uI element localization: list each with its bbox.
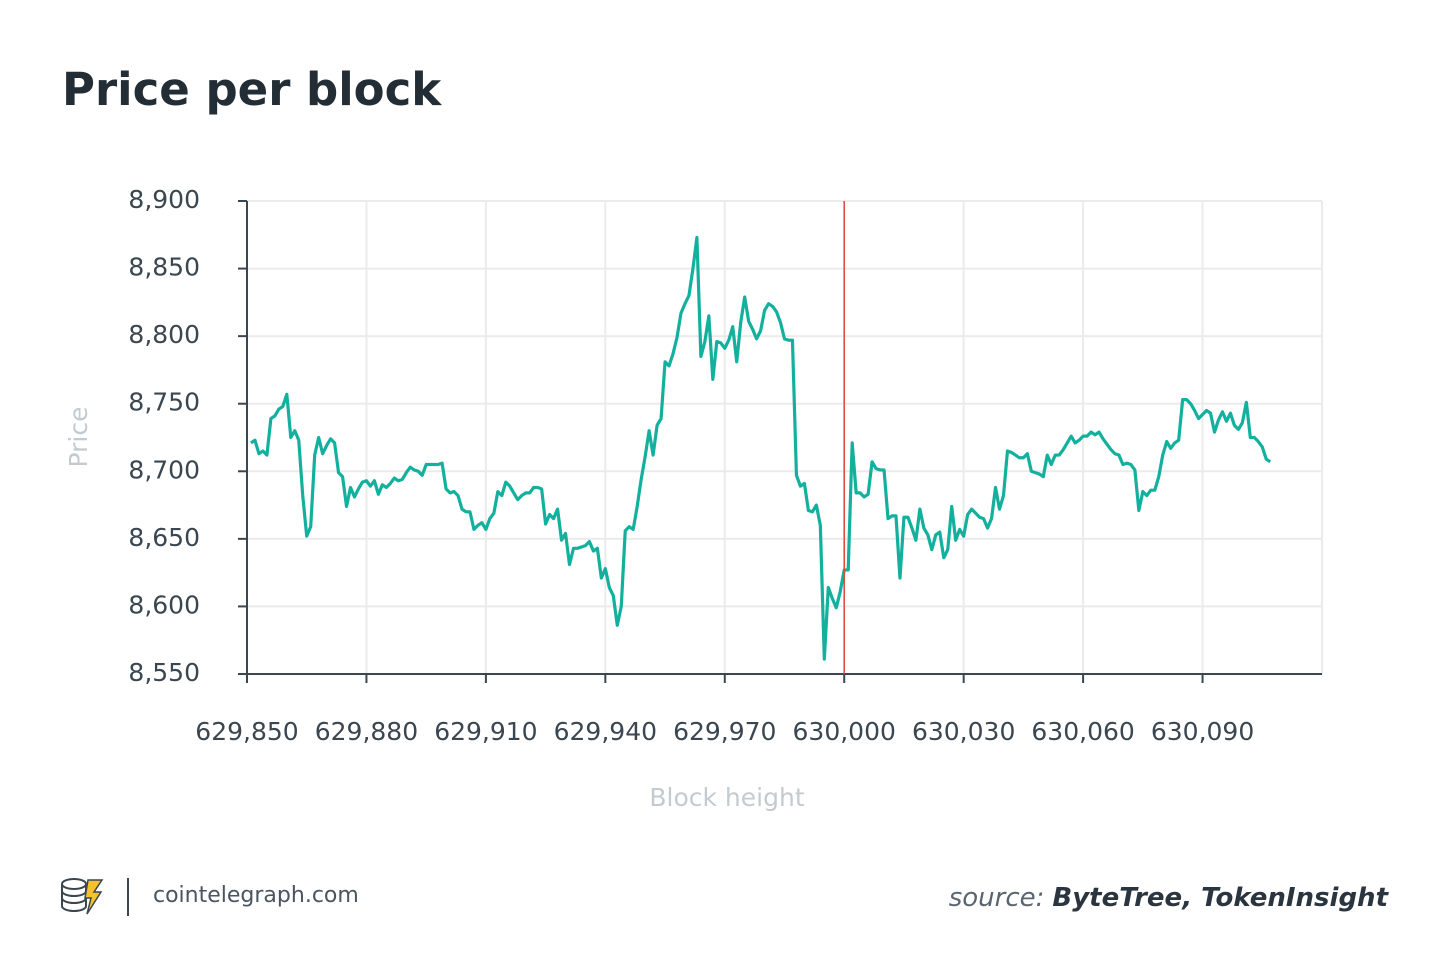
x-tick-label: 630,030	[912, 717, 1015, 746]
y-tick-label: 8,900	[128, 185, 200, 214]
x-tick-label: 630,000	[793, 717, 896, 746]
x-tick-label: 629,940	[554, 717, 657, 746]
y-tick-label: 8,850	[128, 253, 200, 282]
x-tick-label: 629,970	[673, 717, 776, 746]
x-tick-label: 629,850	[195, 717, 298, 746]
source: source: ByteTree, TokenInsight	[949, 883, 1390, 913]
y-axis-label: Price	[64, 407, 93, 468]
x-tick-label: 629,880	[315, 717, 418, 746]
x-tick-label: 629,910	[434, 717, 537, 746]
y-tick-label: 8,750	[128, 388, 200, 417]
x-axis-label: Block height	[649, 783, 804, 812]
y-tick-label: 8,650	[128, 523, 200, 552]
x-tick-label: 630,060	[1031, 717, 1134, 746]
source-label: source:	[949, 883, 1045, 913]
x-tick-label: 630,090	[1151, 717, 1254, 746]
source-name: ByteTree, TokenInsight	[1052, 883, 1389, 913]
footer-site: cointelegraph.com	[153, 883, 359, 908]
y-tick-label: 8,700	[128, 455, 200, 484]
y-tick-label: 8,600	[128, 590, 200, 619]
chart-title: Price per block	[62, 63, 442, 116]
logo	[61, 878, 104, 915]
price-line	[250, 235, 1272, 661]
y-tick-label: 8,550	[128, 658, 200, 687]
y-tick-label: 8,800	[128, 320, 200, 349]
